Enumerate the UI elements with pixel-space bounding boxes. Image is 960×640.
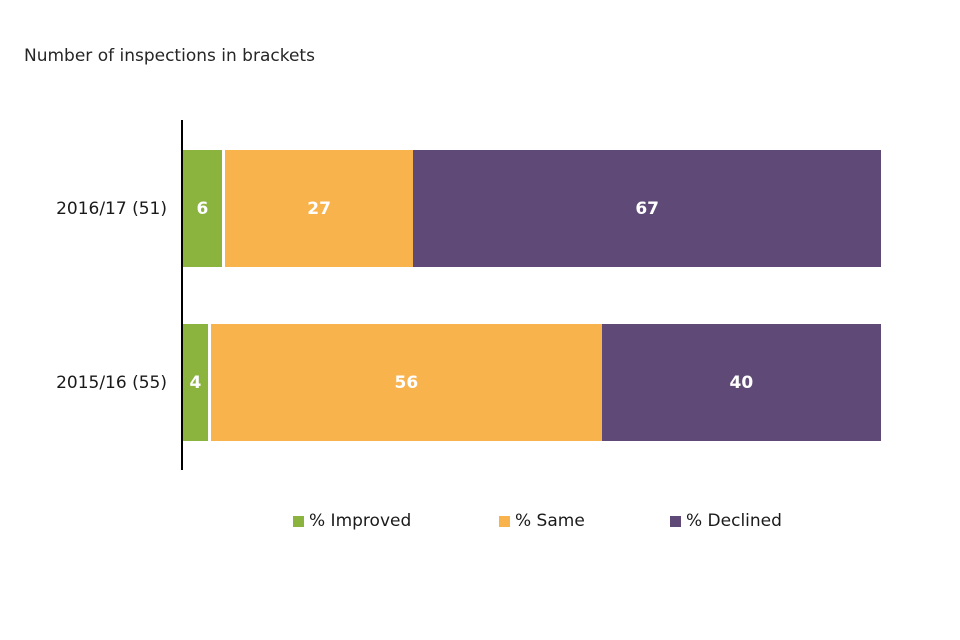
chart-title: Number of inspections in brackets — [24, 46, 315, 66]
bar-segment-improved: 6 — [183, 150, 225, 267]
value-label-improved: 6 — [196, 198, 209, 219]
legend-item-improved: % Improved — [293, 511, 411, 531]
legend-item-declined: % Declined — [670, 511, 782, 531]
legend-swatch-same-icon — [499, 515, 510, 527]
stacked-bar-2015-16: 4 56 40 — [183, 324, 881, 441]
legend-swatch-improved-icon — [293, 515, 304, 527]
legend-item-same: % Same — [499, 511, 585, 531]
value-label-improved: 4 — [189, 372, 202, 393]
stacked-bar-2016-17: 6 27 67 — [183, 150, 881, 267]
value-label-declined: 67 — [635, 198, 659, 219]
category-label-2016-17: 2016/17 (51) — [56, 198, 167, 219]
bar-segment-same: 27 — [224, 150, 414, 267]
legend-label-same: % Same — [515, 511, 585, 531]
value-label-same: 56 — [394, 372, 419, 393]
value-label-declined: 40 — [729, 372, 754, 393]
bar-segment-improved: 4 — [183, 324, 211, 441]
y-axis-line — [181, 120, 183, 470]
category-label-2015-16: 2015/16 (55) — [56, 372, 167, 393]
legend-label-declined: % Declined — [686, 511, 782, 531]
value-label-same: 27 — [307, 198, 331, 219]
bar-segment-declined: 40 — [601, 324, 881, 441]
legend-label-improved: % Improved — [309, 511, 412, 531]
legend-swatch-declined-icon — [670, 515, 681, 527]
bar-segment-same: 56 — [210, 324, 602, 441]
bar-segment-declined: 67 — [413, 150, 881, 267]
